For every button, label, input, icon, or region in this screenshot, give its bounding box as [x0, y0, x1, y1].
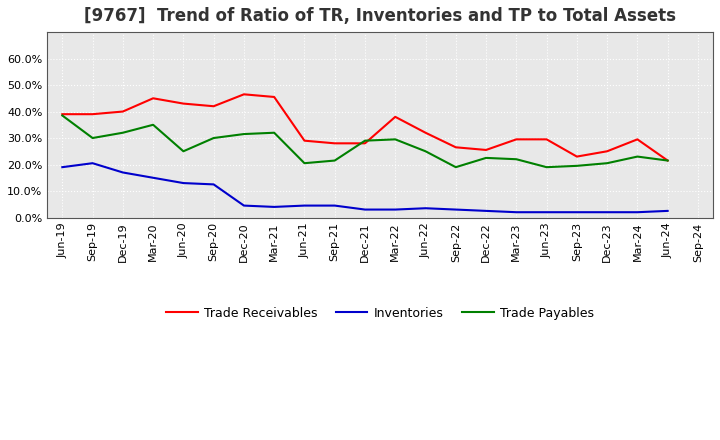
Trade Receivables	[451, 145, 460, 150]
Trade Payables	[89, 136, 97, 141]
Trade Payables	[421, 149, 430, 154]
Trade Payables	[240, 132, 248, 137]
Inventories	[58, 165, 67, 170]
Inventories	[542, 209, 551, 215]
Trade Receivables	[149, 95, 158, 101]
Trade Payables	[451, 165, 460, 170]
Legend: Trade Receivables, Inventories, Trade Payables: Trade Receivables, Inventories, Trade Pa…	[161, 302, 599, 325]
Inventories	[270, 204, 279, 209]
Trade Payables	[58, 113, 67, 118]
Trade Receivables	[300, 138, 309, 143]
Line: Trade Receivables: Trade Receivables	[63, 94, 667, 161]
Trade Receivables	[603, 149, 611, 154]
Title: [9767]  Trend of Ratio of TR, Inventories and TP to Total Assets: [9767] Trend of Ratio of TR, Inventories…	[84, 7, 676, 25]
Trade Receivables	[210, 103, 218, 109]
Inventories	[482, 208, 490, 213]
Trade Payables	[572, 163, 581, 169]
Trade Receivables	[421, 130, 430, 136]
Trade Receivables	[633, 137, 642, 142]
Trade Receivables	[179, 101, 188, 106]
Inventories	[300, 203, 309, 208]
Inventories	[330, 203, 339, 208]
Trade Payables	[330, 158, 339, 163]
Line: Trade Payables: Trade Payables	[63, 116, 667, 167]
Inventories	[361, 207, 369, 212]
Inventories	[149, 175, 158, 180]
Trade Payables	[149, 122, 158, 128]
Inventories	[179, 180, 188, 186]
Inventories	[512, 209, 521, 215]
Trade Receivables	[240, 92, 248, 97]
Trade Receivables	[270, 94, 279, 99]
Trade Payables	[210, 136, 218, 141]
Inventories	[451, 207, 460, 212]
Inventories	[572, 209, 581, 215]
Trade Receivables	[361, 141, 369, 146]
Inventories	[663, 208, 672, 213]
Trade Payables	[633, 154, 642, 159]
Trade Payables	[300, 161, 309, 166]
Trade Receivables	[663, 158, 672, 163]
Inventories	[421, 205, 430, 211]
Inventories	[210, 182, 218, 187]
Inventories	[119, 170, 127, 175]
Trade Payables	[603, 161, 611, 166]
Trade Receivables	[119, 109, 127, 114]
Trade Payables	[512, 157, 521, 162]
Trade Receivables	[58, 112, 67, 117]
Trade Receivables	[542, 137, 551, 142]
Trade Payables	[391, 137, 400, 142]
Trade Payables	[542, 165, 551, 170]
Inventories	[633, 209, 642, 215]
Inventories	[240, 203, 248, 208]
Trade Payables	[270, 130, 279, 136]
Trade Payables	[179, 149, 188, 154]
Trade Receivables	[512, 137, 521, 142]
Trade Payables	[482, 155, 490, 161]
Inventories	[89, 161, 97, 166]
Trade Receivables	[482, 147, 490, 153]
Line: Inventories: Inventories	[63, 163, 667, 212]
Trade Receivables	[89, 112, 97, 117]
Inventories	[391, 207, 400, 212]
Trade Receivables	[572, 154, 581, 159]
Inventories	[603, 209, 611, 215]
Trade Payables	[119, 130, 127, 136]
Trade Receivables	[330, 141, 339, 146]
Trade Receivables	[391, 114, 400, 120]
Trade Payables	[361, 138, 369, 143]
Trade Payables	[663, 158, 672, 163]
